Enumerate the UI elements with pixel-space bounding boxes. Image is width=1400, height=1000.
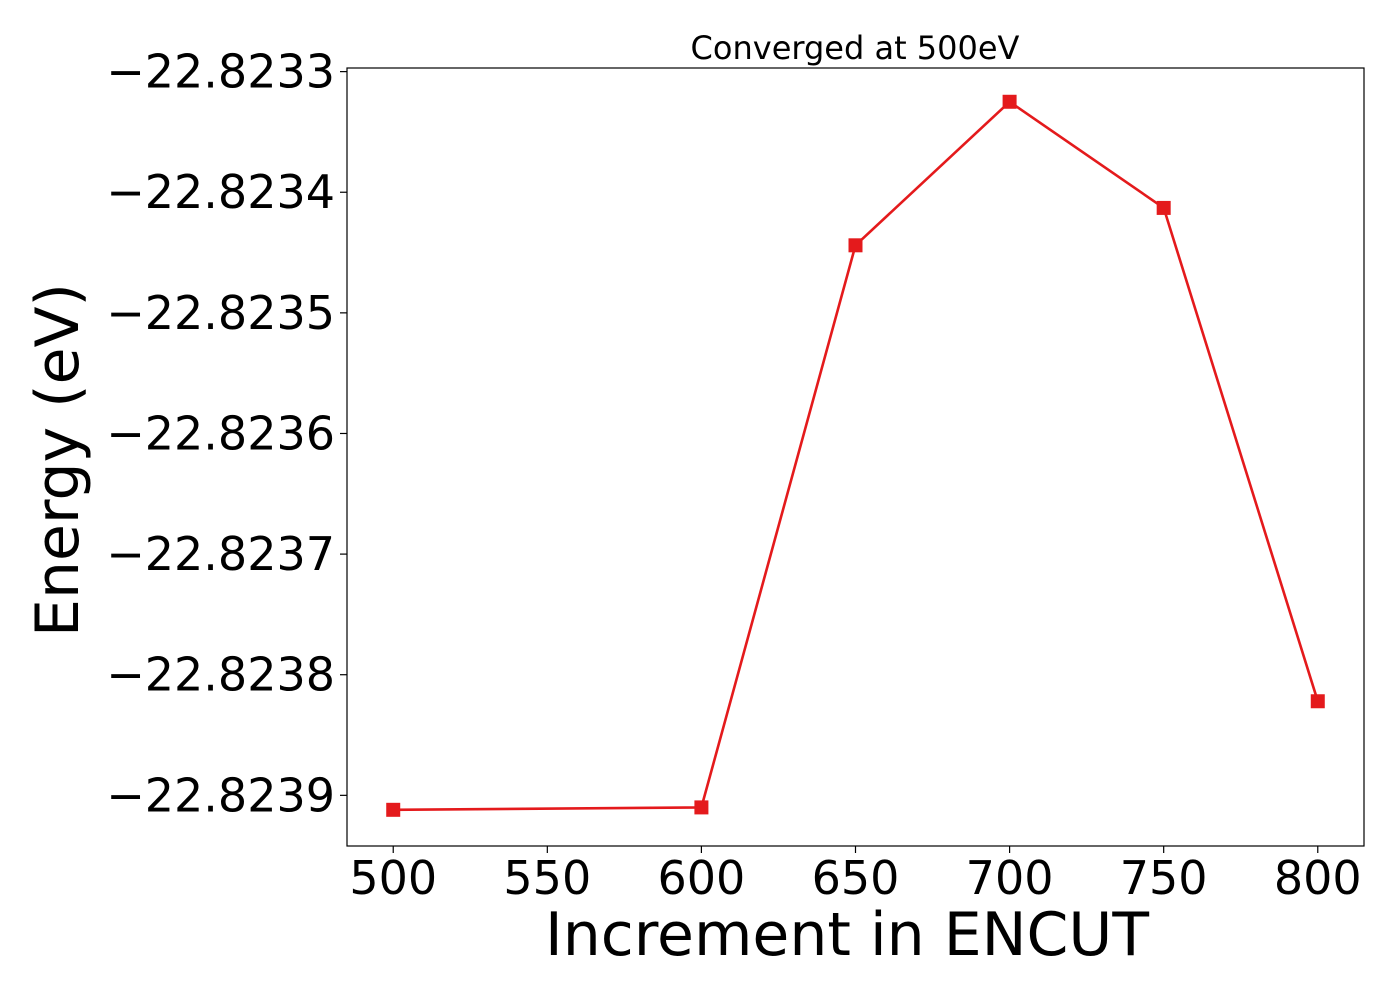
x-tick-label: 650 bbox=[812, 851, 900, 905]
data-point-marker bbox=[694, 800, 709, 815]
x-tick-label: 700 bbox=[966, 851, 1054, 905]
series-energy bbox=[386, 94, 1325, 817]
y-tick-label: −22.8237 bbox=[106, 527, 335, 581]
series-line bbox=[393, 100, 1320, 812]
y-axis-label: Energy (eV) bbox=[23, 283, 93, 637]
chart-title: Converged at 500eV bbox=[691, 29, 1020, 67]
data-point-marker bbox=[1310, 694, 1325, 709]
y-tick-label: −22.8234 bbox=[106, 165, 335, 219]
y-tick-label: −22.8238 bbox=[106, 648, 335, 702]
y-tick-label: −22.8233 bbox=[106, 45, 335, 99]
x-tick-label: 500 bbox=[349, 851, 437, 905]
y-tick-label: −22.8235 bbox=[106, 286, 335, 340]
x-tick-label: 750 bbox=[1120, 851, 1208, 905]
y-tick-label: −22.8236 bbox=[106, 406, 335, 460]
plot-area bbox=[346, 67, 1365, 847]
data-point-marker bbox=[1002, 94, 1017, 109]
data-point-marker bbox=[1156, 200, 1171, 215]
y-tick-label: −22.8239 bbox=[106, 768, 335, 822]
data-point-marker bbox=[848, 238, 863, 253]
x-tick-label: 550 bbox=[503, 851, 591, 905]
x-tick-label: 600 bbox=[658, 851, 746, 905]
data-point-marker bbox=[386, 802, 401, 817]
x-axis-label: Increment in ENCUT bbox=[545, 900, 1149, 970]
x-tick-label: 800 bbox=[1274, 851, 1362, 905]
y-axis: −22.8239 −22.8238 −22.8237 −22.8236 −22.8235… bbox=[106, 45, 347, 822]
x-axis: 500 550 600 650 700 750 800 bbox=[349, 846, 1362, 905]
